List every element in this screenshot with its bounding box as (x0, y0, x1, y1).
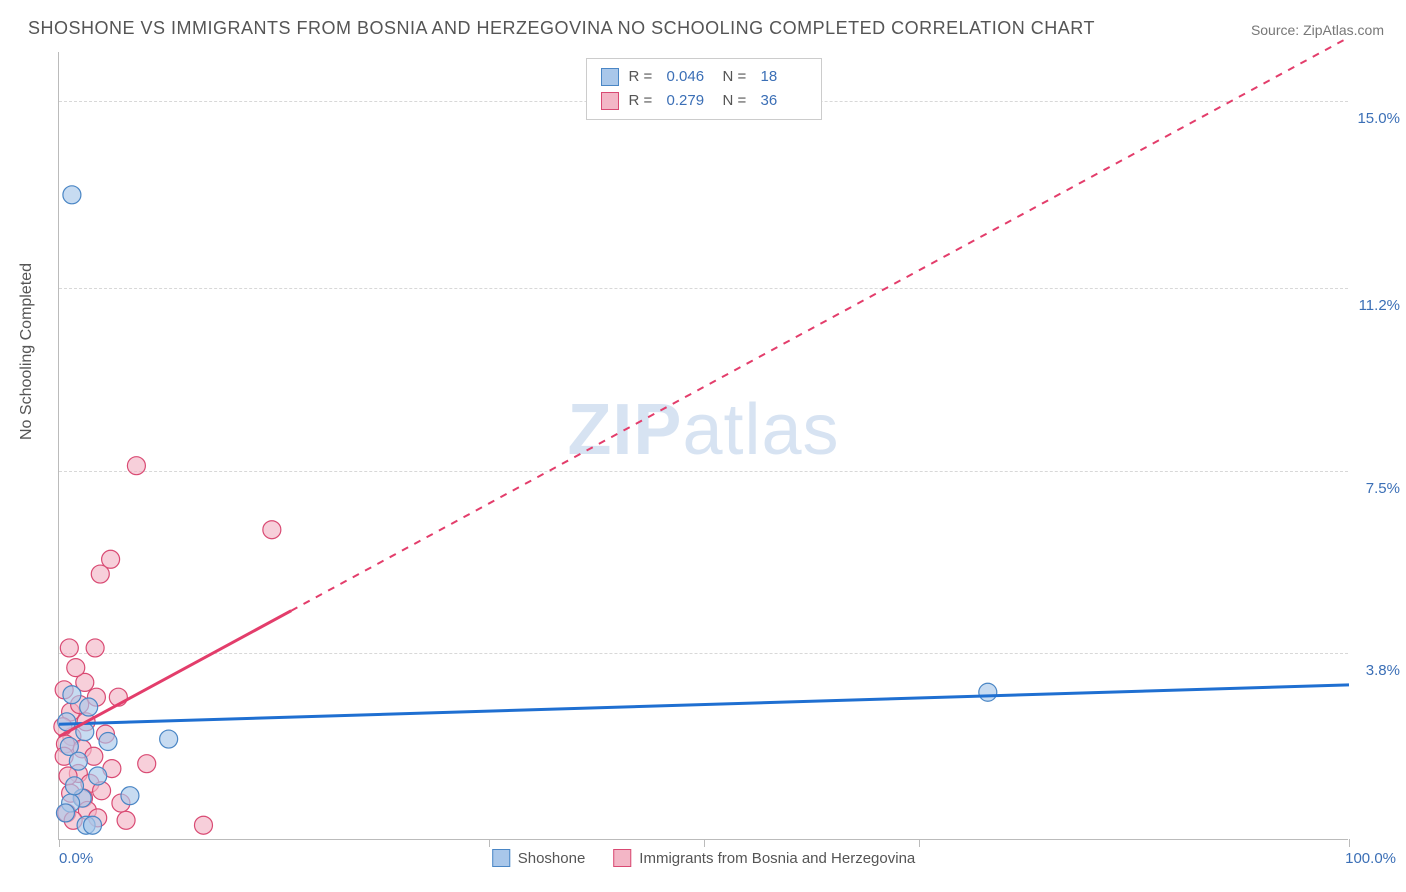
data-point (138, 755, 156, 773)
data-point (99, 733, 117, 751)
y-tick-label: 11.2% (1352, 297, 1400, 314)
data-point (121, 787, 139, 805)
x-tick (59, 839, 60, 847)
chart-title: SHOSHONE VS IMMIGRANTS FROM BOSNIA AND H… (28, 18, 1095, 39)
data-point (63, 686, 81, 704)
y-tick-label: 3.8% (1352, 662, 1400, 679)
data-point (80, 698, 98, 716)
series-name-shoshone: Shoshone (518, 850, 586, 867)
data-point (194, 816, 212, 834)
data-point (89, 767, 107, 785)
data-point (56, 804, 74, 822)
legend-item-bosnia: Immigrants from Bosnia and Herzegovina (613, 849, 915, 867)
legend-row-shoshone: R = 0.046 N = 18 (601, 65, 807, 89)
plot-area: ZIPatlas 15.0%11.2%7.5%3.8% R = 0.046 N … (58, 52, 1348, 840)
data-point (979, 683, 997, 701)
swatch-shoshone (601, 68, 619, 86)
legend-correlation: R = 0.046 N = 18 R = 0.279 N = 36 (586, 58, 822, 120)
y-tick-label: 7.5% (1352, 480, 1400, 497)
data-point (86, 639, 104, 657)
value-R-bosnia: 0.279 (667, 89, 713, 113)
data-point (127, 457, 145, 475)
data-point (117, 811, 135, 829)
legend-row-bosnia: R = 0.279 N = 36 (601, 89, 807, 113)
swatch-bosnia (601, 92, 619, 110)
x-tick (489, 839, 490, 847)
x-tick (919, 839, 920, 847)
legend-item-shoshone: Shoshone (492, 849, 586, 867)
x-tick (704, 839, 705, 847)
label-N: N = (723, 65, 751, 89)
value-N-shoshone: 18 (761, 65, 807, 89)
value-N-bosnia: 36 (761, 89, 807, 113)
x-axis-max-label: 100.0% (1345, 850, 1396, 867)
legend-series: Shoshone Immigrants from Bosnia and Herz… (492, 849, 916, 867)
swatch-shoshone (492, 849, 510, 867)
x-axis-min-label: 0.0% (59, 850, 93, 867)
data-point (160, 730, 178, 748)
data-point (60, 639, 78, 657)
data-point (63, 186, 81, 204)
label-R: R = (629, 65, 657, 89)
series-name-bosnia: Immigrants from Bosnia and Herzegovina (639, 850, 915, 867)
data-point (69, 752, 87, 770)
x-tick (1349, 839, 1350, 847)
label-R: R = (629, 89, 657, 113)
swatch-bosnia (613, 849, 631, 867)
data-point (65, 777, 83, 795)
y-tick-label: 15.0% (1352, 110, 1400, 127)
data-point (67, 659, 85, 677)
plot-svg (59, 52, 1348, 839)
data-point (263, 521, 281, 539)
value-R-shoshone: 0.046 (667, 65, 713, 89)
source-attribution: Source: ZipAtlas.com (1251, 22, 1384, 38)
data-point (91, 565, 109, 583)
data-point (84, 816, 102, 834)
y-axis-title: No Schooling Completed (18, 263, 36, 440)
label-N: N = (723, 89, 751, 113)
